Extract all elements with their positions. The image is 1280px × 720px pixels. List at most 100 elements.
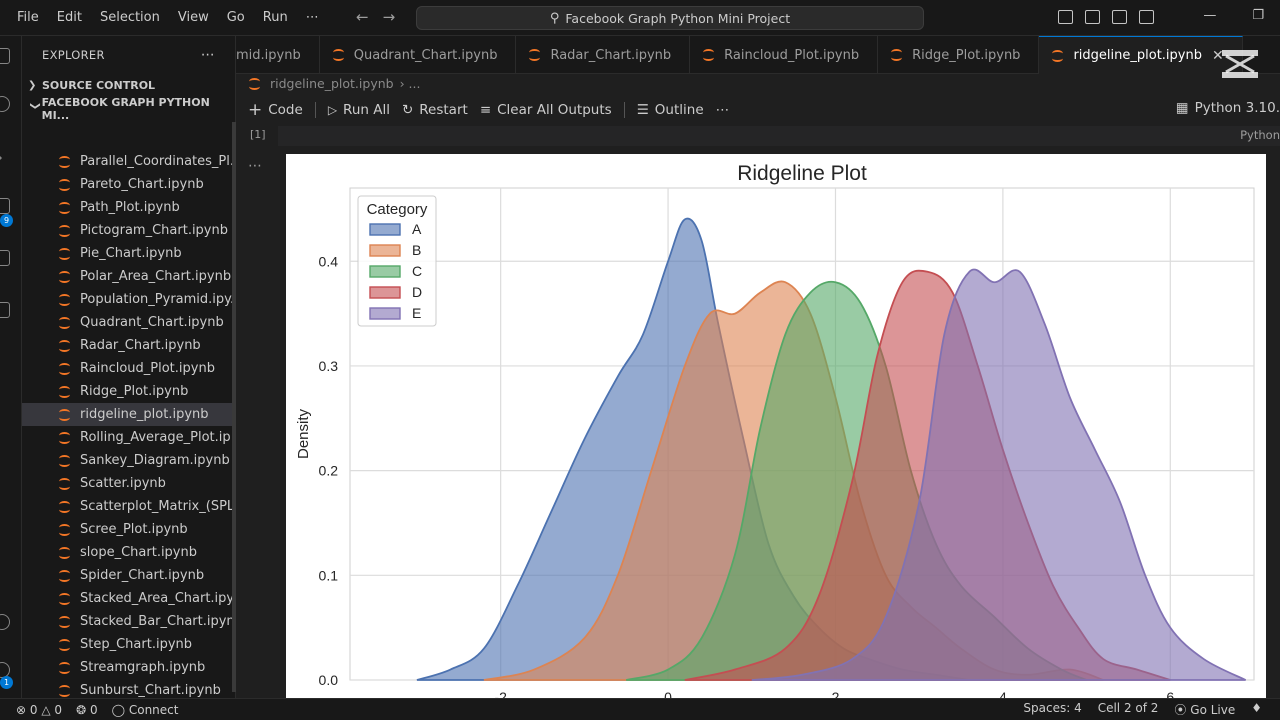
- jupyter-notebook-icon: [58, 362, 72, 376]
- cell-language[interactable]: Python: [1240, 128, 1280, 142]
- file-item[interactable]: Pictogram_Chart.ipynb: [22, 219, 235, 242]
- jupyter-notebook-icon: [332, 48, 346, 62]
- restart-button[interactable]: ↻ Restart: [402, 102, 468, 118]
- jupyter-notebook-icon: [58, 454, 72, 468]
- indentation-indicator[interactable]: Spaces: 4: [1023, 701, 1082, 715]
- minimize-icon[interactable]: —: [1203, 8, 1217, 23]
- menu-file[interactable]: File: [17, 10, 39, 25]
- file-item[interactable]: Rolling_Average_Plot.ip...: [22, 426, 235, 449]
- jupyter-notebook-icon: [58, 293, 72, 307]
- file-item[interactable]: slope_Chart.ipynb: [22, 541, 235, 564]
- explorer-more-icon[interactable]: ⋯: [200, 47, 215, 63]
- problems-indicator[interactable]: ⊗ 0 △ 0: [16, 703, 62, 717]
- file-item[interactable]: Quadrant_Chart.ipynb: [22, 311, 235, 334]
- x-tick-label: -2: [494, 689, 507, 698]
- notifications-bell-icon[interactable]: ♦: [1251, 701, 1262, 715]
- forward-arrow-icon[interactable]: →: [382, 8, 396, 26]
- output-more-button[interactable]: ⋯: [248, 158, 263, 174]
- title-bar: File Edit Selection View Go Run ⋯ ← → ⚲ …: [0, 0, 1280, 36]
- breadcrumb-file[interactable]: ridgeline_plot.ipynb: [270, 76, 394, 91]
- jupyter-notebook-icon: [58, 408, 72, 422]
- run-all-label: Run All: [343, 102, 390, 118]
- file-item[interactable]: Radar_Chart.ipynb: [22, 334, 235, 357]
- file-item[interactable]: Scree_Plot.ipynb: [22, 518, 235, 541]
- file-item[interactable]: Step_Chart.ipynb: [22, 633, 235, 656]
- toolbar-more-button[interactable]: ⋯: [715, 102, 730, 118]
- file-item[interactable]: Raincloud_Plot.ipynb: [22, 357, 235, 380]
- toggle-panel-icon[interactable]: [1085, 10, 1100, 24]
- file-item[interactable]: Population_Pyramid.ipy...: [22, 288, 236, 311]
- broadcast-icon: ⦿: [1174, 703, 1187, 717]
- file-item[interactable]: ridgeline_plot.ipynb: [22, 403, 235, 426]
- file-item[interactable]: Spider_Chart.ipynb: [22, 564, 235, 587]
- clear-outputs-button[interactable]: ≡ Clear All Outputs: [480, 102, 612, 118]
- chart-title: Ridgeline Plot: [737, 162, 867, 185]
- file-item[interactable]: Streamgraph.ipynb: [22, 656, 235, 679]
- outline-button[interactable]: ☰ Outline: [637, 102, 704, 118]
- jupyter-notebook-icon: [58, 224, 72, 238]
- execution-count: [1]: [250, 128, 266, 141]
- extensions-icon[interactable]: [0, 250, 10, 266]
- file-item[interactable]: Stacked_Bar_Chart.ipynb: [22, 610, 235, 633]
- close-icon[interactable]: ✕: [1211, 47, 1224, 64]
- command-center[interactable]: ⚲ Facebook Graph Python Mini Project: [416, 6, 924, 30]
- file-item[interactable]: Scatterplot_Matrix_(SPL...: [22, 495, 235, 518]
- file-item[interactable]: Path_Plot.ipynb: [22, 196, 235, 219]
- file-item[interactable]: Scatter.ipynb: [22, 472, 235, 495]
- notebook-file-icon: [248, 77, 262, 91]
- ports-indicator[interactable]: ❂ 0: [76, 703, 98, 717]
- file-item[interactable]: Sunburst_Chart.ipynb: [22, 679, 235, 698]
- source-control-label: SOURCE CONTROL: [42, 79, 156, 92]
- file-item[interactable]: Parallel_Coordinates_Pl...: [22, 150, 235, 173]
- menu-run[interactable]: Run: [262, 10, 288, 25]
- editor-tab[interactable]: Ridge_Plot.ipynb: [878, 36, 1040, 74]
- toggle-sidebar-icon[interactable]: [1058, 10, 1073, 24]
- menu-bar: File Edit Selection View Go Run ⋯: [8, 10, 328, 25]
- code-cell-collapsed[interactable]: [278, 126, 1280, 146]
- file-item[interactable]: Sankey_Diagram.ipynb: [22, 449, 235, 472]
- source-control-icon[interactable]: [0, 198, 10, 214]
- file-item[interactable]: Stacked_Area_Chart.ipy...: [22, 587, 235, 610]
- run-all-button[interactable]: ▷ Run All: [328, 102, 390, 118]
- cell-position[interactable]: Cell 2 of 2: [1097, 701, 1159, 715]
- file-item[interactable]: Pie_Chart.ipynb: [22, 242, 235, 265]
- go-live-button[interactable]: ⦿ Go Live: [1174, 701, 1235, 718]
- account-icon[interactable]: [0, 614, 10, 630]
- kernel-picker[interactable]: ▦ Python 3.10.: [1176, 100, 1280, 116]
- sidebar-scrollbar[interactable]: [232, 122, 236, 692]
- search-view-icon[interactable]: [0, 96, 10, 112]
- file-item[interactable]: Polar_Area_Chart.ipynb: [22, 265, 235, 288]
- y-tick-label: 0.3: [319, 358, 339, 374]
- add-code-button[interactable]: + Code: [248, 100, 303, 120]
- y-tick-label: 0.4: [319, 253, 339, 269]
- editor-tab[interactable]: Radar_Chart.ipynb: [516, 36, 691, 74]
- toggle-secondary-sidebar-icon[interactable]: [1112, 10, 1127, 24]
- menu-selection[interactable]: Selection: [99, 10, 160, 25]
- editor-tab[interactable]: Quadrant_Chart.ipynb: [320, 36, 517, 74]
- jupyter-notebook-icon: [58, 477, 72, 491]
- file-item-label: Population_Pyramid.ipy...: [80, 292, 236, 307]
- project-section[interactable]: ❯ FACEBOOK GRAPH PYTHON MI...: [22, 96, 235, 122]
- back-arrow-icon[interactable]: ←: [356, 8, 369, 26]
- notebook-toolbar: + Code ▷ Run All ↻ Restart ≡ Clear All O…: [236, 98, 1280, 122]
- menu-view[interactable]: View: [177, 10, 209, 25]
- editor-tab[interactable]: Raincloud_Plot.ipynb: [690, 36, 879, 74]
- menu-more[interactable]: ⋯: [305, 10, 319, 25]
- connect-button[interactable]: ◯ Connect: [112, 703, 179, 717]
- explorer-icon[interactable]: [0, 48, 10, 64]
- source-control-section[interactable]: ❯ SOURCE CONTROL: [22, 74, 235, 97]
- file-item-label: slope_Chart.ipynb: [80, 545, 197, 560]
- jupyter-notebook-icon: [58, 615, 72, 629]
- menu-edit[interactable]: Edit: [56, 10, 82, 25]
- file-item[interactable]: Ridge_Plot.ipynb: [22, 380, 235, 403]
- customize-layout-icon[interactable]: [1139, 10, 1154, 24]
- run-debug-icon[interactable]: [0, 150, 2, 166]
- breadcrumb-rest[interactable]: › ...: [399, 76, 421, 91]
- outline-icon: ☰: [636, 102, 649, 118]
- restore-icon[interactable]: ❐: [1252, 8, 1264, 23]
- editor-tab[interactable]: mid.ipynb: [236, 36, 320, 74]
- editor-tab[interactable]: ridgeline_plot.ipynb ✕: [1039, 36, 1243, 74]
- menu-go[interactable]: Go: [226, 10, 245, 25]
- notebook-icon[interactable]: [0, 302, 10, 318]
- file-item[interactable]: Pareto_Chart.ipynb: [22, 173, 235, 196]
